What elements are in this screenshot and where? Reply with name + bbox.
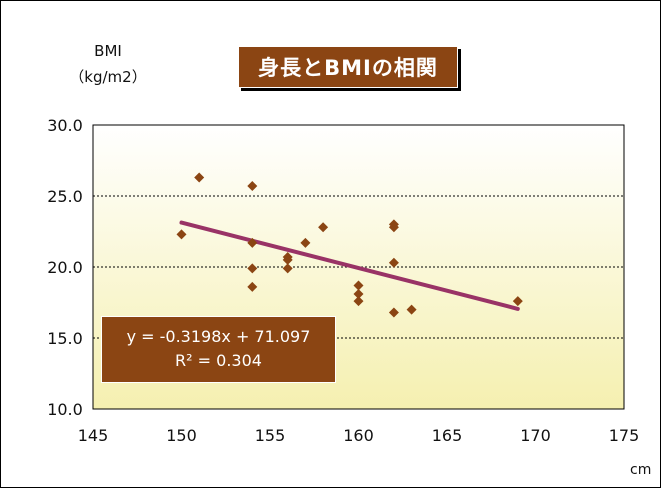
trendline-r-squared: R² = 0.304 bbox=[102, 349, 335, 373]
x-tick-label: 145 bbox=[78, 426, 109, 445]
x-tick-label: 155 bbox=[255, 426, 286, 445]
y-tick-label: 15.0 bbox=[47, 329, 83, 348]
y-tick-label: 30.0 bbox=[47, 116, 83, 135]
trendline-equation-box: y = -0.3198x + 71.097 R² = 0.304 bbox=[101, 316, 336, 383]
x-axis-unit: cm bbox=[630, 462, 651, 478]
x-tick-label: 175 bbox=[609, 426, 640, 445]
x-tick-label: 160 bbox=[343, 426, 374, 445]
x-tick-label: 165 bbox=[432, 426, 463, 445]
y-tick-label: 25.0 bbox=[47, 187, 83, 206]
trendline-equation: y = -0.3198x + 71.097 bbox=[102, 325, 335, 349]
y-tick-label: 10.0 bbox=[47, 400, 83, 419]
x-tick-label: 150 bbox=[166, 426, 197, 445]
y-tick-label: 20.0 bbox=[47, 258, 83, 277]
x-tick-label: 170 bbox=[520, 426, 551, 445]
